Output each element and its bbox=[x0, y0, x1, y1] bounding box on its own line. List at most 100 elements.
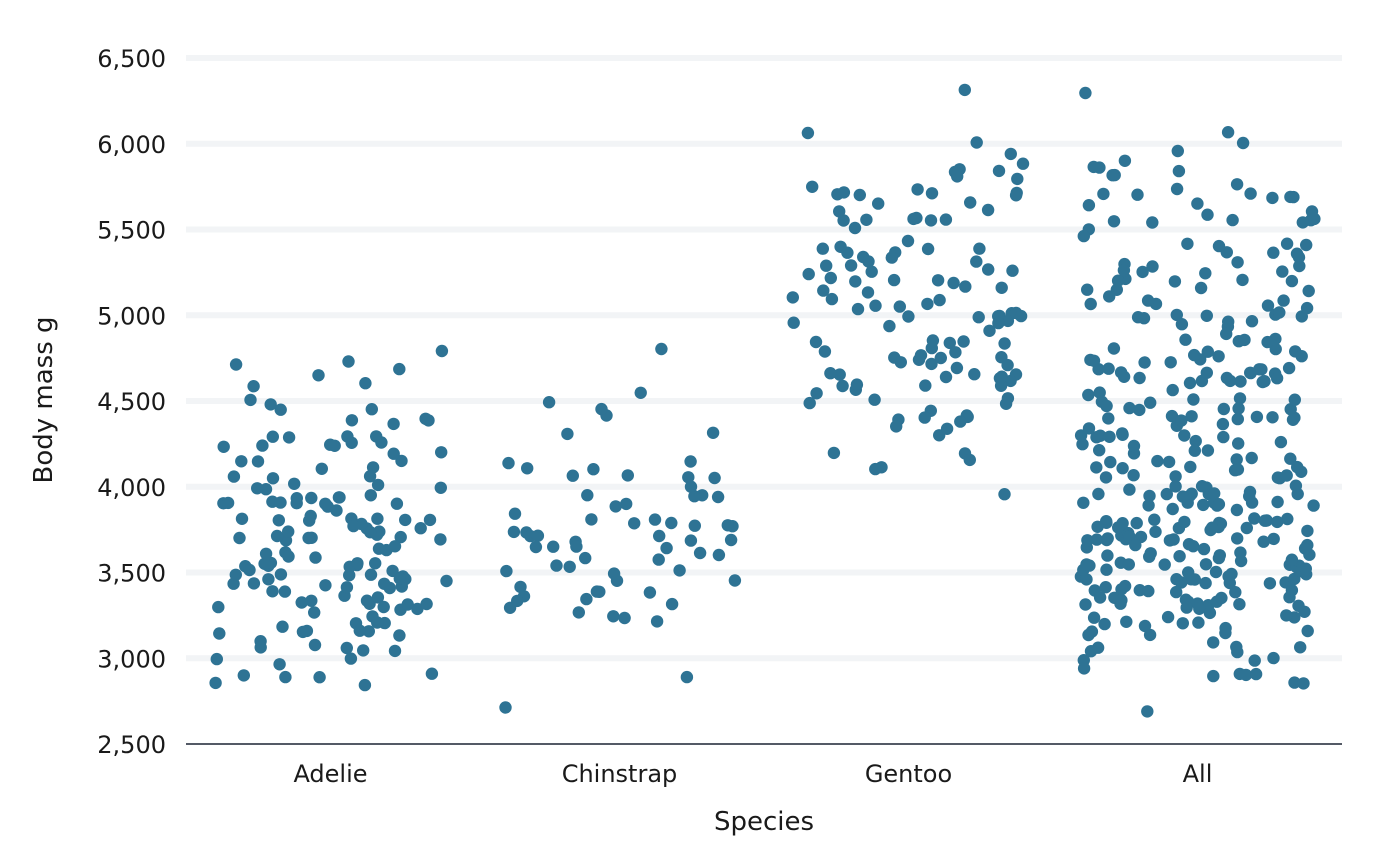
data-point bbox=[1099, 471, 1113, 484]
data-point bbox=[1097, 187, 1110, 201]
x-tick-label: Adelie bbox=[293, 760, 367, 788]
data-point bbox=[1170, 182, 1184, 196]
data-point bbox=[688, 490, 701, 503]
data-point bbox=[1201, 444, 1215, 457]
data-point bbox=[244, 393, 257, 407]
data-point bbox=[1117, 264, 1131, 277]
data-point bbox=[1146, 216, 1159, 229]
data-point bbox=[1001, 314, 1015, 328]
data-point bbox=[894, 356, 907, 369]
data-point bbox=[1288, 393, 1302, 406]
data-point bbox=[1191, 197, 1204, 210]
data-point bbox=[1234, 554, 1248, 568]
x-axis-ticks: Adelie Chinstrap Gentoo All bbox=[293, 760, 1212, 788]
data-point bbox=[902, 310, 915, 323]
data-point bbox=[973, 242, 986, 255]
data-point bbox=[1138, 356, 1151, 369]
data-point bbox=[1111, 274, 1125, 287]
data-point bbox=[1009, 189, 1023, 202]
data-point bbox=[1299, 562, 1313, 575]
data-point bbox=[290, 492, 303, 505]
data-point bbox=[1233, 598, 1246, 611]
data-point bbox=[1081, 534, 1094, 547]
data-point bbox=[621, 469, 634, 482]
data-point bbox=[1295, 350, 1308, 363]
data-point bbox=[435, 344, 449, 358]
data-point bbox=[1221, 126, 1235, 139]
data-point bbox=[1084, 645, 1098, 658]
data-point bbox=[682, 471, 695, 484]
data-point bbox=[1079, 86, 1092, 100]
data-point bbox=[529, 540, 543, 554]
data-point bbox=[1079, 598, 1092, 611]
data-point bbox=[353, 624, 366, 637]
data-point bbox=[1199, 576, 1212, 590]
data-point bbox=[1194, 281, 1208, 295]
data-point bbox=[308, 638, 322, 652]
data-point bbox=[1093, 444, 1106, 457]
data-point bbox=[803, 396, 816, 410]
data-point bbox=[1270, 372, 1284, 385]
data-point bbox=[1084, 297, 1097, 311]
data-point bbox=[688, 519, 701, 532]
data-point bbox=[883, 319, 896, 333]
data-point bbox=[998, 488, 1011, 501]
data-point bbox=[229, 568, 242, 581]
data-point bbox=[1148, 513, 1161, 526]
data-point bbox=[221, 496, 235, 510]
data-point bbox=[1169, 480, 1182, 493]
data-point bbox=[587, 463, 600, 476]
data-point bbox=[950, 361, 964, 375]
data-point bbox=[387, 417, 400, 431]
data-point bbox=[712, 548, 726, 562]
data-point bbox=[213, 627, 226, 640]
data-point bbox=[1187, 540, 1200, 553]
data-point bbox=[825, 292, 839, 306]
data-point bbox=[1203, 606, 1217, 620]
data-point bbox=[247, 577, 261, 590]
data-point bbox=[1165, 409, 1179, 423]
data-point bbox=[1201, 208, 1214, 221]
data-point bbox=[1266, 191, 1279, 205]
data-point bbox=[1170, 308, 1184, 322]
data-point bbox=[1280, 237, 1294, 250]
data-point bbox=[1230, 453, 1243, 466]
data-point bbox=[1107, 215, 1121, 228]
data-point bbox=[1199, 267, 1212, 280]
data-point bbox=[1245, 315, 1259, 328]
data-point bbox=[1117, 370, 1131, 383]
data-point bbox=[304, 509, 317, 523]
data-point bbox=[1197, 542, 1211, 556]
data-point bbox=[278, 585, 292, 598]
data-point bbox=[849, 275, 862, 288]
data-point bbox=[1250, 410, 1264, 424]
data-point bbox=[655, 342, 668, 356]
data-point bbox=[1300, 238, 1313, 252]
data-point bbox=[363, 470, 377, 483]
data-point bbox=[1091, 520, 1104, 533]
data-point bbox=[1142, 584, 1155, 598]
data-point bbox=[963, 453, 976, 467]
data-point bbox=[1231, 532, 1244, 545]
data-point bbox=[274, 568, 288, 581]
data-point bbox=[921, 242, 935, 256]
data-point bbox=[1209, 565, 1223, 579]
data-point bbox=[1288, 676, 1301, 689]
data-point bbox=[1238, 333, 1251, 347]
data-point bbox=[869, 299, 882, 312]
data-point bbox=[1183, 376, 1197, 390]
data-point bbox=[377, 600, 390, 614]
data-point bbox=[1230, 178, 1244, 191]
data-point bbox=[1175, 318, 1189, 331]
data-point bbox=[1127, 439, 1141, 453]
data-point bbox=[820, 259, 833, 272]
data-point bbox=[1267, 246, 1280, 259]
data-point bbox=[628, 517, 641, 530]
data-point bbox=[1112, 521, 1125, 534]
data-point bbox=[1291, 487, 1304, 501]
data-point bbox=[1269, 342, 1282, 356]
data-point bbox=[1285, 584, 1299, 597]
data-point bbox=[1077, 662, 1091, 675]
data-point bbox=[1248, 654, 1261, 667]
data-point bbox=[1267, 651, 1280, 665]
